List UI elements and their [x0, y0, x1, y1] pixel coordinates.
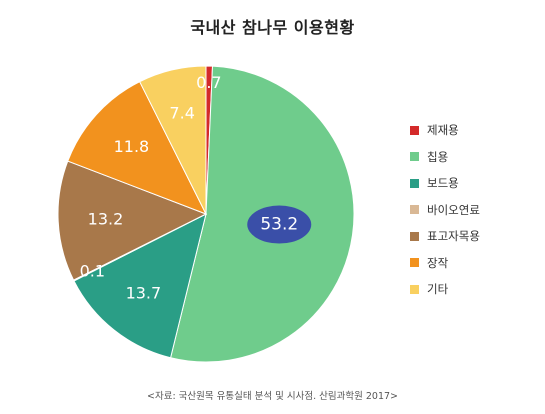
legend-label: 기타 — [427, 282, 449, 296]
legend-item: 보드용 — [410, 175, 480, 191]
legend-item: 칩용 — [410, 149, 480, 165]
legend-swatch — [410, 178, 419, 188]
slice-value-label-0: 0.7 — [196, 73, 221, 92]
source-note: <자료: 국산원목 유통실태 분석 및 시사점. 산림과학원 2017> — [147, 391, 398, 402]
legend-item: 바이오연료 — [410, 202, 480, 218]
pie-slice-5 — [67, 81, 208, 215]
legend-swatch — [410, 125, 419, 135]
chart-title: 국내산 참나무 이용현황 — [190, 18, 355, 37]
legend-item: 기타 — [410, 281, 480, 297]
slice-value-label-5: 11.8 — [114, 137, 150, 156]
highlight-ellipse — [247, 205, 312, 244]
legend-label: 표고자목용 — [427, 229, 480, 243]
legend-swatch — [410, 205, 419, 214]
slice-value-label-4: 13.2 — [88, 209, 124, 228]
pie-labels: 0.7 53.2 13.7 0.1 13.2 11.8 7.4 — [80, 73, 312, 302]
legend-item: 장작 — [410, 255, 480, 271]
legend-label: 칩용 — [427, 149, 449, 164]
slice-value-label-1: 53.2 — [260, 215, 298, 235]
legend-swatch — [410, 152, 419, 161]
pie-slice-6 — [139, 65, 207, 215]
legend-swatch — [410, 284, 419, 294]
pie-slice-2 — [73, 213, 207, 359]
slice-value-label-6: 7.4 — [169, 104, 194, 123]
legend-item: 제재용 — [410, 122, 480, 138]
legend-label: 장작 — [427, 255, 449, 270]
legend-swatch — [410, 258, 419, 267]
slice-value-label-2: 13.7 — [126, 283, 162, 302]
legend-item: 표고자목용 — [410, 228, 480, 244]
legend-label: 제재용 — [427, 123, 459, 137]
legend-label: 바이오연료 — [427, 202, 480, 217]
pie-slice-4 — [57, 160, 208, 281]
legend-label: 보드용 — [427, 176, 459, 190]
slice-value-label-3: 0.1 — [80, 262, 105, 281]
legend-swatch — [410, 231, 419, 241]
